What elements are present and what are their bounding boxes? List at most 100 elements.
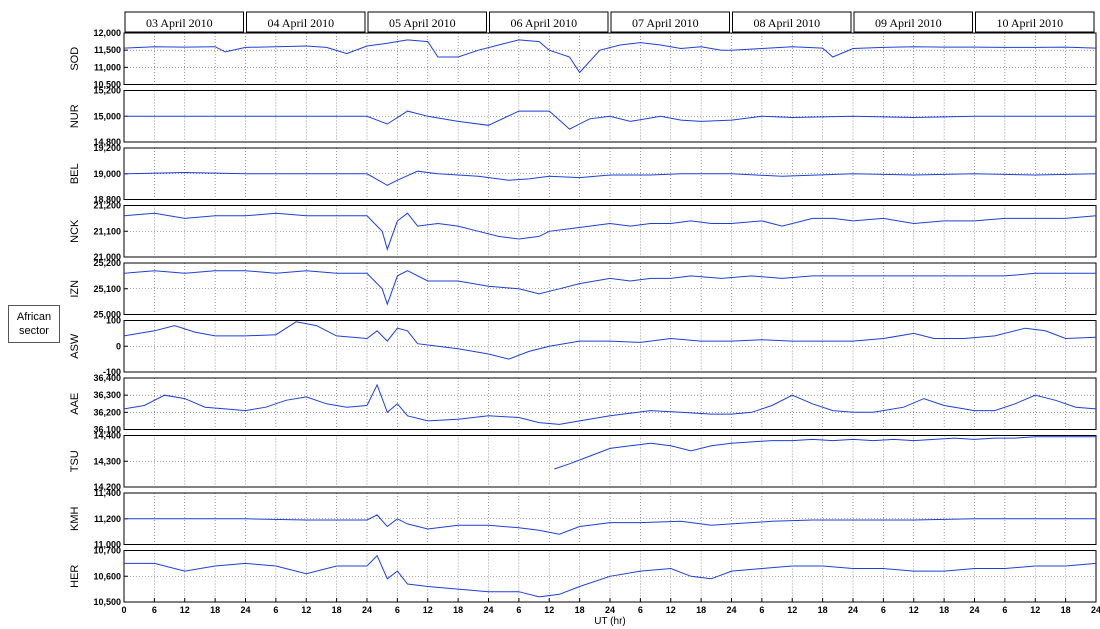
y-tick-label: 14,800: [93, 137, 121, 147]
y-tick-label: 21,200: [93, 201, 121, 211]
x-tick-label: 6: [152, 605, 157, 615]
panel-stack: 12,00011,50011,00010,500SOD15,20015,0001…: [69, 28, 1097, 607]
x-tick-label: 24: [1091, 605, 1100, 615]
series-line-tsu: [554, 436, 1096, 470]
series-line-sod: [123, 39, 1097, 74]
panel-frame: [123, 320, 1097, 373]
series-line-asw: [123, 321, 1097, 360]
x-tick-label: 6: [395, 605, 400, 615]
x-tick-label: 12: [301, 605, 311, 615]
panel-her: 10,700 10,600 10,500 HER: [69, 546, 1097, 607]
x-tick-label: 12: [544, 605, 554, 615]
series-line-nck: [123, 212, 1097, 251]
x-tick-label: 12: [909, 605, 919, 615]
y-tick-label: 21,100: [93, 226, 121, 236]
y-tick-label: 36,400: [93, 373, 121, 383]
panel-sod: 12,000 11,500 11,000 10,500 SOD: [69, 28, 1097, 90]
station-label: SOD: [69, 47, 81, 71]
x-tick-label: 18: [818, 605, 828, 615]
station-label: ASW: [69, 333, 81, 359]
x-tick-label: 24: [362, 605, 372, 615]
day-header-label: 04 April 2010: [268, 16, 335, 30]
day-header-label: 07 April 2010: [632, 16, 699, 30]
y-tick-label: 10,500: [93, 80, 121, 90]
y-tick-label: 18,800: [93, 195, 121, 205]
y-tick-label: 25,200: [93, 258, 121, 268]
day-header-row: 03 April 2010 04 April 2010 05 April 2010 0…: [124, 11, 1095, 33]
x-tick-label: 12: [423, 605, 433, 615]
y-tick-label: 11,400: [94, 488, 121, 498]
y-tick-label: 11,200: [94, 514, 121, 524]
y-tick-label: 10,600: [93, 571, 121, 581]
day-header-box: [853, 11, 973, 33]
y-tick-label: 0: [116, 341, 121, 351]
panel-nur: 15,200 15,000 14,800 NUR: [69, 86, 1097, 147]
station-label: AAE: [69, 393, 81, 415]
y-tick-label: 36,200: [93, 407, 121, 417]
day-header-box: [489, 11, 609, 33]
series-line-bel: [123, 170, 1097, 186]
day-header-box: [124, 11, 244, 33]
y-tick-label: 36,100: [93, 425, 121, 435]
x-tick-label: 12: [180, 605, 190, 615]
day-header-label: 03 April 2010: [146, 16, 213, 30]
panel-frame: [123, 32, 1097, 85]
y-tick-label: 12,000: [93, 28, 121, 38]
y-tick-label: 10,700: [93, 546, 121, 556]
station-label: TSU: [69, 450, 81, 472]
x-tick-label: 18: [332, 605, 342, 615]
panel-asw: 100 0 -100 ASW: [69, 316, 1097, 377]
x-tick-label: 6: [273, 605, 278, 615]
x-tick-label: 6: [638, 605, 643, 615]
day-header-label: 05 April 2010: [389, 16, 456, 30]
panel-frame: [123, 205, 1097, 258]
y-tick-label: 11,500: [94, 45, 121, 55]
x-tick-label: 18: [696, 605, 706, 615]
y-tick-label: 10,500: [93, 597, 121, 607]
x-tick-label: 24: [240, 605, 250, 615]
y-tick-label: 14,400: [93, 431, 121, 441]
x-tick-label: 18: [939, 605, 949, 615]
y-tick-label: 11,000: [94, 540, 121, 550]
y-tick-label: 25,000: [93, 310, 121, 320]
x-tick-label: 12: [666, 605, 676, 615]
panel-tsu: 14,400 14,300 14,200 TSU: [69, 431, 1097, 492]
y-tick-label: 100: [106, 316, 121, 326]
day-header-label: 09 April 2010: [875, 16, 942, 30]
panel-frame: [123, 262, 1097, 315]
y-tick-label: 14,300: [93, 456, 121, 466]
y-tick-label: 11,000: [94, 62, 121, 72]
y-tick-label: 14,200: [93, 482, 121, 492]
day-header-box: [367, 11, 487, 33]
series-line-kmh: [124, 514, 1096, 535]
day-header-label: 08 April 2010: [754, 16, 821, 30]
station-label: NCK: [69, 219, 81, 243]
african-sector-annotation: African sector: [8, 305, 60, 343]
day-header-box: [975, 11, 1095, 33]
x-tick-label: 24: [605, 605, 615, 615]
x-tick-label: 6: [1002, 605, 1007, 615]
panel-frame: [123, 435, 1097, 488]
station-label: IZN: [69, 280, 81, 298]
panel-bel: 19,200 19,000 18,800 BEL: [69, 143, 1097, 205]
x-tick-label: 24: [848, 605, 858, 615]
x-axis-label: UT (hr): [594, 616, 625, 627]
day-header-label: 10 April 2010: [997, 16, 1064, 30]
y-tick-label: 15,200: [93, 86, 121, 96]
x-tick-label: 6: [881, 605, 886, 615]
station-label: NUR: [69, 104, 81, 128]
station-label: HER: [69, 565, 81, 588]
panel-kmh: 11,400 11,200 11,000 KMH: [69, 488, 1097, 550]
day-header-box: [610, 11, 730, 33]
y-tick-label: 25,100: [93, 284, 121, 294]
x-tick-label: 12: [1030, 605, 1040, 615]
series-line-her: [124, 554, 1097, 598]
x-tick-label: 24: [726, 605, 736, 615]
x-tick-label: 18: [210, 605, 220, 615]
panel-izn: 25,200 25,100 25,000 IZN: [69, 258, 1097, 320]
x-tick-label: 18: [575, 605, 585, 615]
y-tick-label: 36,300: [93, 390, 121, 400]
y-tick-label: 19,000: [93, 169, 121, 179]
series-line-nur: [124, 110, 1096, 130]
